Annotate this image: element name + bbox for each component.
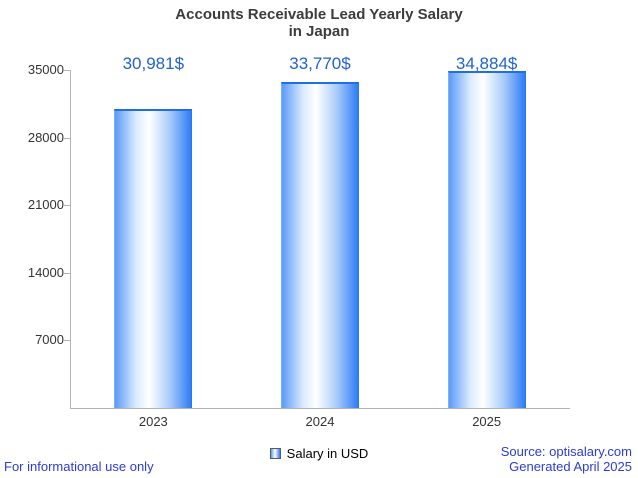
y-axis-tick-mark: [64, 340, 70, 342]
chart-title: Accounts Receivable Lead Yearly Salary i…: [0, 6, 638, 40]
bar-value-label: 34,884$: [455, 54, 518, 73]
source-text: Source: optisalary.com: [500, 444, 632, 459]
x-axis-tick-label: 2025: [472, 414, 502, 429]
y-axis-tick-mark: [64, 205, 70, 207]
generated-text: Generated April 2025: [509, 459, 632, 474]
source-block: Source: optisalary.com Generated April 2…: [501, 444, 632, 474]
bar-2024: [281, 81, 359, 408]
bar-value-label: 33,770$: [289, 54, 351, 73]
y-axis-tick-label: 7000: [35, 332, 64, 348]
y-axis-tick-label: 28000: [27, 129, 64, 145]
y-axis-tick-mark: [64, 272, 70, 274]
x-axis-tick-label: 2024: [305, 414, 335, 429]
bar-2023: [114, 108, 193, 408]
y-axis-line: [70, 70, 71, 408]
disclaimer-text: For informational use only: [4, 459, 154, 474]
x-axis-tick-label: 2023: [138, 414, 168, 429]
chart-title-line1: Accounts Receivable Lead Yearly Salary: [175, 6, 463, 23]
bar-2025: [447, 71, 526, 408]
x-axis-line: [70, 408, 570, 409]
y-axis-tick-label: 14000: [27, 264, 64, 280]
legend: Salary in USD: [0, 446, 638, 461]
y-axis-tick-label: 21000: [27, 197, 64, 213]
bar-value-label: 30,981$: [122, 54, 185, 73]
y-axis-tick-label: 35000: [27, 62, 64, 77]
chart-title-line2: in Japan: [288, 23, 350, 40]
legend-label: Salary in USD: [286, 446, 369, 461]
legend-swatch-icon: [269, 448, 281, 459]
y-axis-tick-mark: [64, 137, 70, 139]
y-axis-tick-mark: [64, 70, 70, 71]
